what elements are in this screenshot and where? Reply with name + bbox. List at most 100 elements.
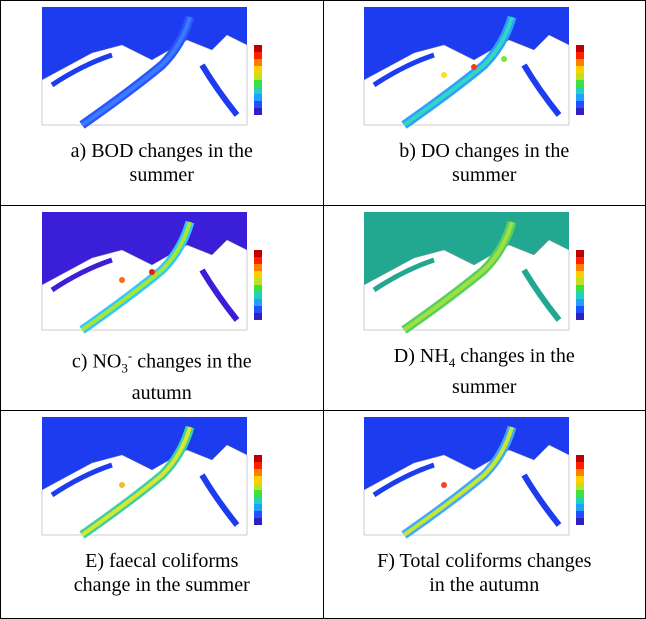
legend-swatch	[576, 52, 584, 59]
caption-line: E) faecal coliforms	[1, 549, 323, 573]
hotspot	[441, 72, 447, 78]
caption-line: summer	[1, 163, 323, 187]
hotspot	[501, 56, 507, 62]
hotspot	[149, 269, 155, 275]
map-image	[334, 415, 634, 547]
caption-line: in the autumn	[324, 573, 646, 597]
caption-line: F) Total coliforms changes	[324, 549, 646, 573]
legend-swatch	[576, 469, 584, 476]
legend-swatch	[254, 313, 262, 320]
hotspot	[119, 277, 125, 283]
legend-swatch	[576, 483, 584, 490]
legend-swatch	[254, 52, 262, 59]
legend-swatch	[254, 87, 262, 94]
caption-line: summer	[324, 163, 646, 187]
legend-swatch	[576, 108, 584, 115]
legend-swatch	[576, 292, 584, 299]
caption-line: summer	[324, 375, 646, 399]
legend-swatch	[254, 504, 262, 511]
legend-swatch	[254, 94, 262, 101]
legend-swatch	[254, 292, 262, 299]
legend-swatch	[576, 250, 584, 257]
legend-swatch	[254, 45, 262, 52]
legend-swatch	[254, 511, 262, 518]
legend-swatch	[254, 250, 262, 257]
legend-swatch	[576, 66, 584, 73]
legend-swatch	[254, 476, 262, 483]
caption-line: change in the summer	[1, 573, 323, 597]
legend-swatch	[576, 80, 584, 87]
caption-line: b) DO changes in the	[324, 139, 646, 163]
legend-swatch	[254, 66, 262, 73]
figure-grid: a) BOD changes in thesummerb) DO changes…	[0, 0, 646, 619]
caption-text: summer	[452, 376, 516, 398]
legend-swatch	[254, 497, 262, 504]
caption-text: b) DO changes in the	[399, 140, 569, 162]
caption-line: a) BOD changes in the	[1, 139, 323, 163]
legend-swatch	[254, 271, 262, 278]
caption-line: c) NO3- changes in the	[1, 344, 323, 381]
legend-swatch	[254, 299, 262, 306]
legend-swatch	[254, 490, 262, 497]
legend-swatch	[576, 94, 584, 101]
legend-swatch	[576, 285, 584, 292]
caption-text: a) BOD changes in the	[71, 140, 253, 162]
caption-line: D) NH4 changes in the	[324, 344, 646, 375]
caption-text: change in the summer	[74, 574, 250, 596]
legend-swatch	[254, 455, 262, 462]
legend-swatch	[576, 299, 584, 306]
legend-swatch	[576, 73, 584, 80]
legend-swatch	[576, 476, 584, 483]
caption-text: D) NH	[394, 345, 449, 367]
legend-swatch	[576, 511, 584, 518]
legend-swatch	[576, 518, 584, 525]
legend-swatch	[254, 73, 262, 80]
legend-swatch	[254, 469, 262, 476]
map-image	[12, 5, 312, 137]
legend-swatch	[254, 264, 262, 271]
legend-swatch	[576, 59, 584, 66]
legend-swatch	[576, 271, 584, 278]
hotspot	[471, 64, 477, 70]
map-image	[334, 5, 634, 137]
caption-text: c) NO	[72, 351, 121, 373]
legend-swatch	[254, 462, 262, 469]
legend-swatch	[576, 455, 584, 462]
legend-swatch	[576, 490, 584, 497]
caption-line: autumn	[1, 381, 323, 405]
caption-text: summer	[452, 164, 516, 186]
legend-swatch	[576, 497, 584, 504]
map-image	[334, 210, 634, 342]
caption-text: E) faecal coliforms	[85, 550, 238, 572]
legend-swatch	[576, 101, 584, 108]
caption-text: F) Total coliforms changes	[377, 550, 591, 572]
legend-swatch	[576, 462, 584, 469]
legend-swatch	[254, 257, 262, 264]
legend-swatch	[254, 483, 262, 490]
caption-text: in the autumn	[429, 574, 539, 596]
hotspot	[119, 482, 125, 488]
legend-swatch	[254, 278, 262, 285]
legend-swatch	[576, 504, 584, 511]
hotspot	[441, 482, 447, 488]
map-image	[12, 415, 312, 547]
legend-swatch	[254, 285, 262, 292]
legend-swatch	[254, 59, 262, 66]
legend-swatch	[254, 518, 262, 525]
legend-swatch	[576, 264, 584, 271]
caption-text: autumn	[132, 382, 192, 404]
legend-swatch	[254, 101, 262, 108]
legend-swatch	[576, 87, 584, 94]
legend-swatch	[254, 80, 262, 87]
map-image	[12, 210, 312, 342]
caption-text: changes in the	[132, 351, 251, 373]
